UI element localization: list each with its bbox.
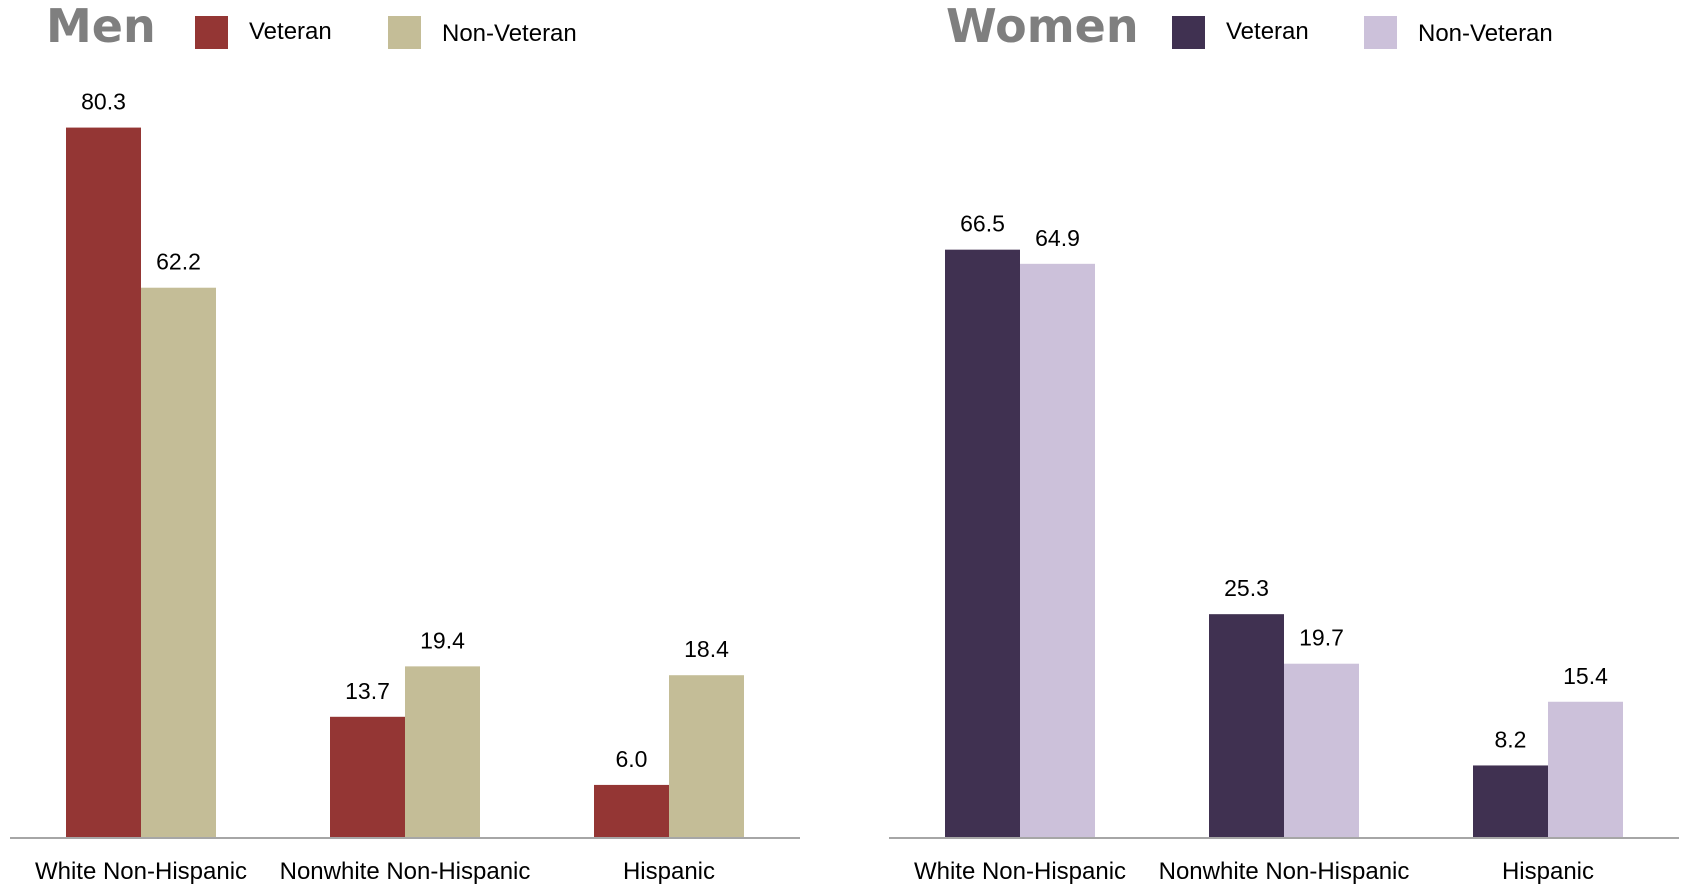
data-label: 6.0 (616, 746, 648, 772)
data-label: 18.4 (684, 636, 729, 662)
legend-label: Veteran (1226, 18, 1309, 45)
data-label: 13.7 (345, 678, 390, 704)
bar-non-veteran-1 (1284, 663, 1359, 838)
x-tick-label: Hispanic (623, 858, 715, 885)
data-label: 80.3 (81, 89, 126, 115)
bar-veteran-0 (66, 127, 141, 838)
chart-panel-men: Men Veteran Non-Veteran 80.3 62.2 White Non-H… (10, 0, 800, 885)
bar-veteran-2 (594, 784, 669, 838)
bar-veteran-1 (330, 716, 405, 838)
bar-veteran-2 (1473, 765, 1548, 838)
x-tick-label: White Non-Hispanic (914, 858, 1126, 885)
bar-non-veteran-2 (669, 675, 744, 838)
data-label: 15.4 (1563, 663, 1608, 689)
legend-label: Non-Veteran (442, 20, 577, 47)
legend-item-veteran: Veteran (195, 16, 332, 49)
data-label: 8.2 (1495, 726, 1527, 752)
legend-swatch (1172, 16, 1205, 49)
data-label: 19.4 (420, 627, 465, 653)
bar-non-veteran-0 (141, 287, 216, 838)
chart-title: Men (46, 0, 156, 53)
legend-swatch (388, 16, 421, 49)
x-tick-label: Hispanic (1502, 858, 1594, 885)
legend-item-non-veteran: Non-Veteran (1364, 16, 1553, 49)
data-label: 25.3 (1224, 575, 1269, 601)
legend-swatch (1364, 16, 1397, 49)
bar-non-veteran-1 (405, 666, 480, 838)
data-label: 64.9 (1035, 225, 1080, 251)
legend-item-veteran: Veteran (1172, 16, 1309, 49)
data-label: 66.5 (960, 211, 1005, 237)
legend-label: Non-Veteran (1418, 20, 1553, 47)
bar-non-veteran-0 (1020, 263, 1095, 838)
chart-title: Women (946, 0, 1139, 53)
legend-item-non-veteran: Non-Veteran (388, 16, 577, 49)
chart-panel-women: Women Veteran Non-Veteran 66.5 64.9 White Non… (889, 0, 1679, 885)
bar-veteran-0 (945, 249, 1020, 838)
legend-swatch (195, 16, 228, 49)
data-label: 19.7 (1299, 625, 1344, 651)
legend-label: Veteran (249, 18, 332, 45)
x-tick-label: White Non-Hispanic (35, 858, 247, 885)
data-label: 62.2 (156, 249, 201, 275)
x-tick-label: Nonwhite Non-Hispanic (1159, 858, 1410, 885)
bar-non-veteran-2 (1548, 701, 1623, 838)
bar-veteran-1 (1209, 614, 1284, 838)
x-tick-label: Nonwhite Non-Hispanic (280, 858, 531, 885)
